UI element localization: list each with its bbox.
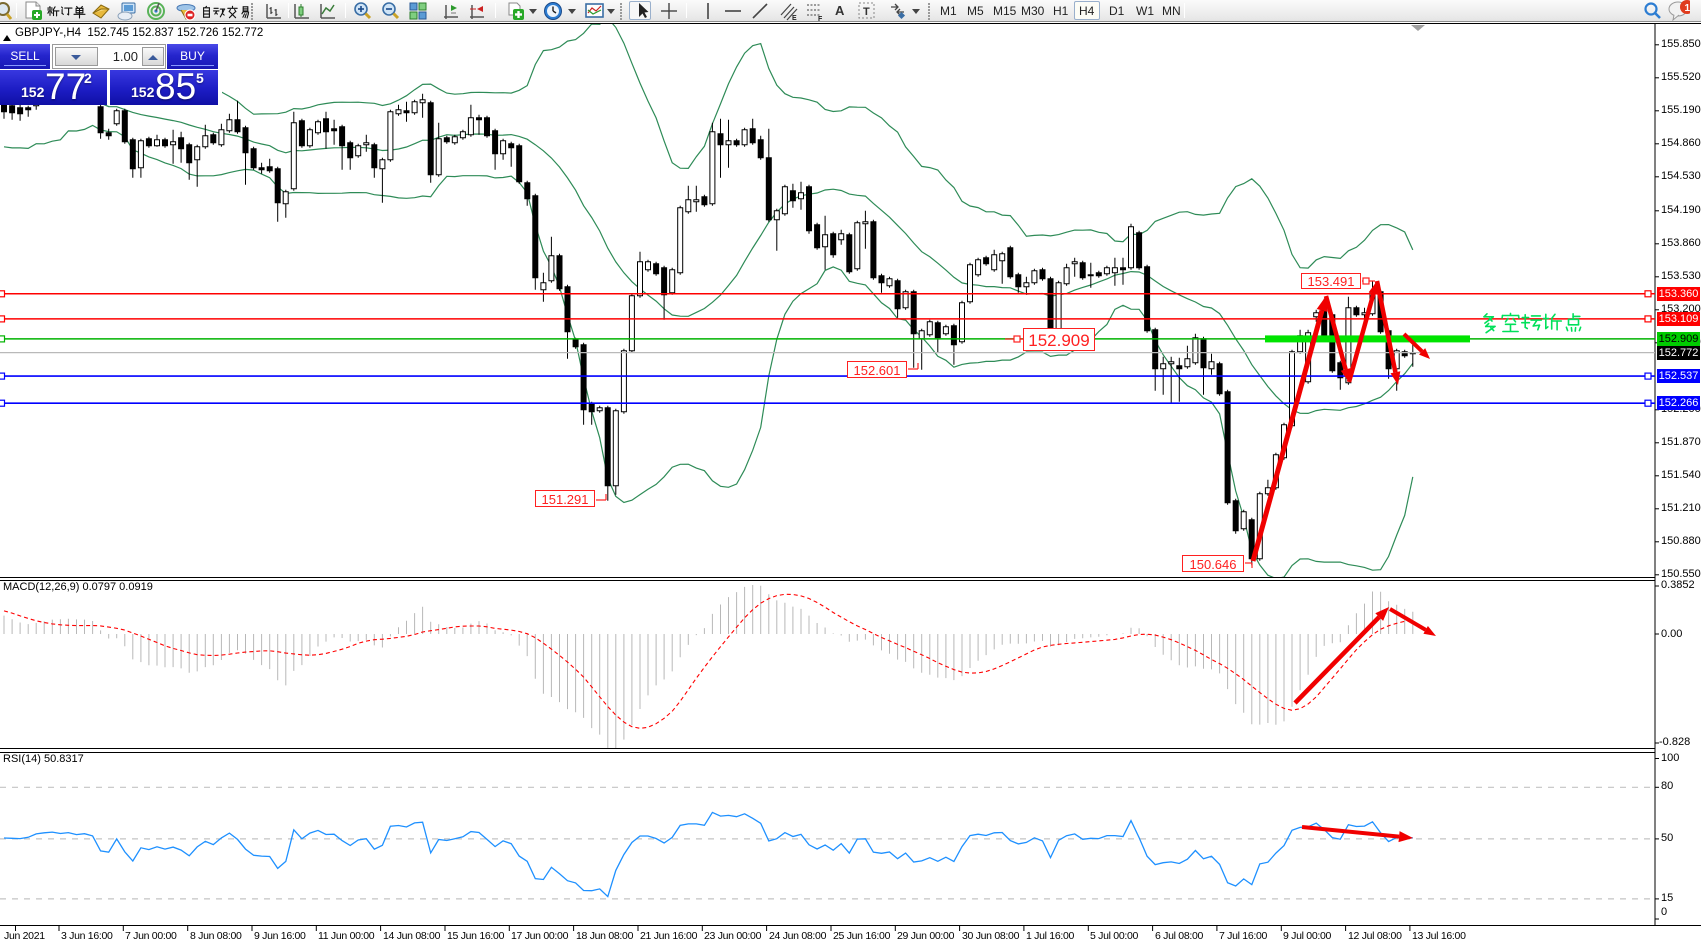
svg-text:T: T — [863, 6, 870, 18]
svg-text:1: 1 — [1685, 3, 1691, 14]
svg-text:E: E — [792, 15, 797, 21]
svg-text:F: F — [818, 16, 823, 21]
